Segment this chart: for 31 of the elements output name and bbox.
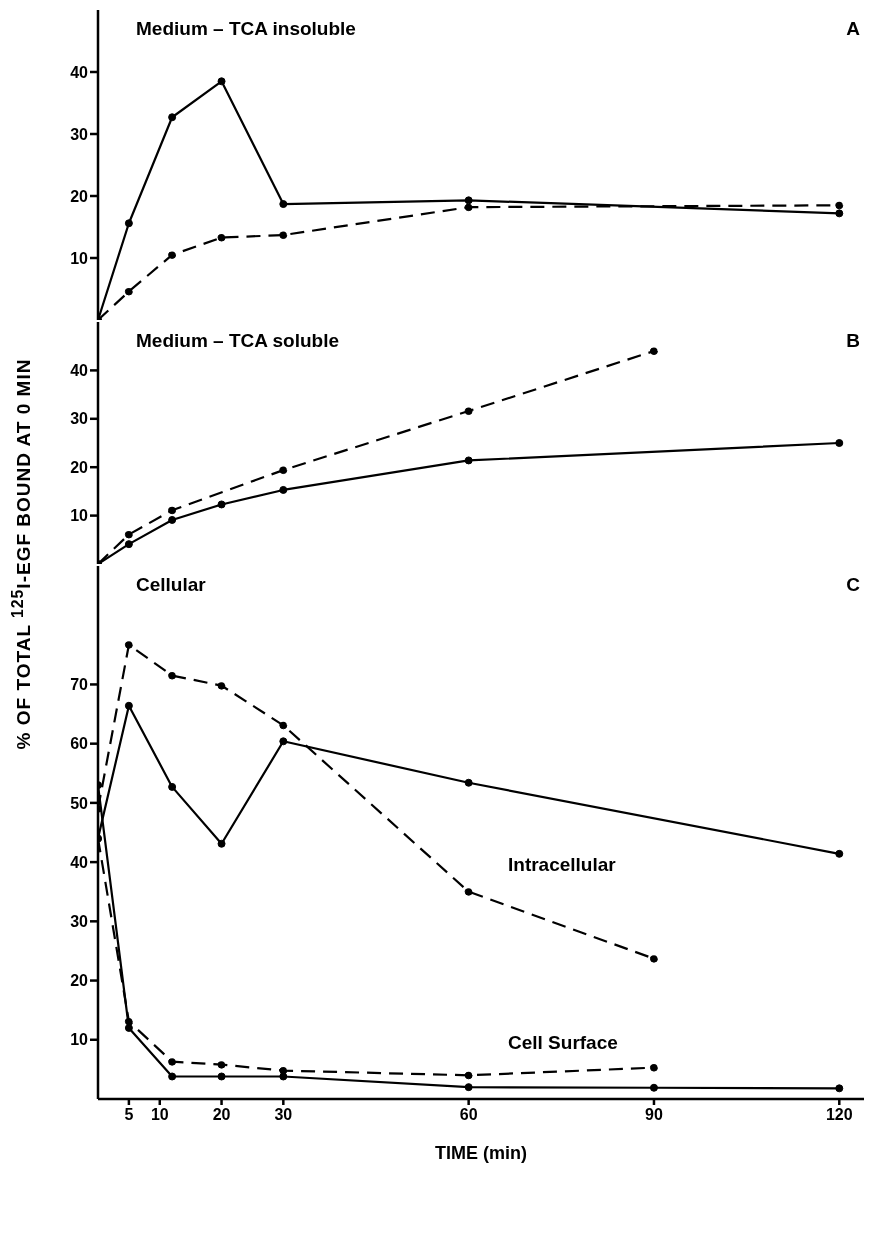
annotation: Cell Surface [508, 1032, 618, 1054]
chart-title: Cellular [136, 574, 206, 596]
x-tick-label: 120 [825, 1106, 853, 1124]
annotation: C [846, 574, 860, 596]
y-tick-label: 30 [70, 913, 89, 931]
y-tick-label: 20 [70, 972, 89, 990]
y-tick-label: 10 [70, 507, 89, 525]
x-tick-label: 60 [459, 1106, 478, 1124]
y-tick-label: 70 [70, 676, 89, 694]
y-tick-label: 10 [70, 249, 89, 267]
y-tick-label: 50 [70, 794, 89, 812]
x-axis-title: TIME (min) [435, 1143, 527, 1163]
y-tick-label: 40 [70, 63, 89, 81]
y-tick-label: 20 [70, 187, 89, 205]
x-tick-label: 5 [124, 1106, 134, 1124]
x-tick-label: 30 [274, 1106, 293, 1124]
y-tick-label: 40 [70, 853, 89, 871]
y-tick-label: 40 [70, 362, 89, 380]
y-tick-label: 30 [70, 125, 89, 143]
annotation: A [846, 18, 860, 40]
chart-title: Medium – TCA soluble [136, 330, 340, 352]
x-tick-label: 10 [150, 1106, 169, 1124]
chart-title: Medium – TCA insoluble [136, 18, 356, 40]
annotation: B [846, 330, 860, 352]
y-tick-label: 10 [70, 1031, 89, 1049]
x-tick-label: 90 [645, 1106, 663, 1124]
y-tick-label: 30 [70, 410, 89, 428]
x-tick-label: 20 [212, 1106, 231, 1124]
annotation: Intracellular [508, 854, 616, 876]
y-tick-label: 60 [70, 735, 89, 753]
y-tick-label: 20 [70, 458, 89, 476]
